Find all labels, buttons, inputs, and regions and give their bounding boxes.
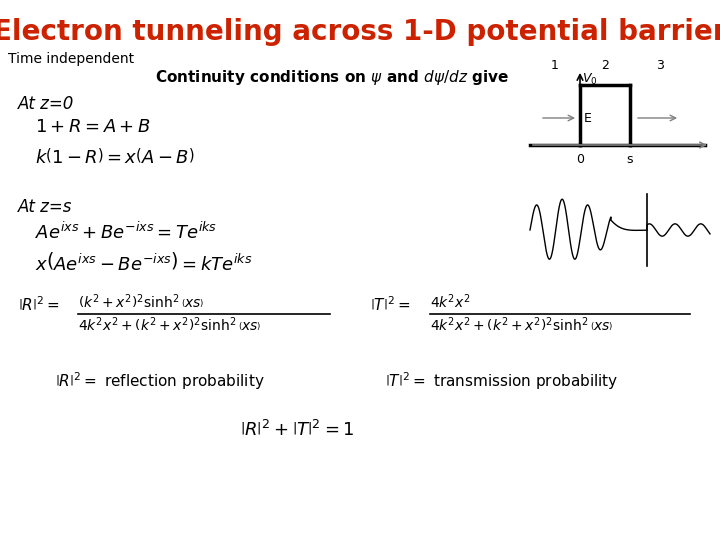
Text: $Ae^{ixs}+Be^{-ixs}=Te^{iks}$: $Ae^{ixs}+Be^{-ixs}=Te^{iks}$ bbox=[35, 222, 217, 243]
Text: 2: 2 bbox=[601, 59, 609, 72]
Text: $\left|R\right|^2=$ reflection probability: $\left|R\right|^2=$ reflection probabili… bbox=[55, 370, 265, 392]
Text: At z=0: At z=0 bbox=[18, 95, 74, 113]
Text: $V_0$: $V_0$ bbox=[582, 72, 598, 87]
Text: $\left|T\right|^2=$: $\left|T\right|^2=$ bbox=[370, 295, 410, 314]
Text: $\left|T\right|^2=$ transmission probability: $\left|T\right|^2=$ transmission probabi… bbox=[385, 370, 618, 392]
Text: $\left|R\right|^2+\left|T\right|^2=1$: $\left|R\right|^2+\left|T\right|^2=1$ bbox=[240, 420, 354, 440]
Text: Electron tunneling across 1-D potential barrier: Electron tunneling across 1-D potential … bbox=[0, 18, 720, 46]
Text: s: s bbox=[626, 153, 634, 166]
Text: $\left|R\right|^2=$: $\left|R\right|^2=$ bbox=[18, 295, 60, 314]
Text: $x\left(Ae^{ixs}-Be^{-ixs}\right)=kTe^{iks}$: $x\left(Ae^{ixs}-Be^{-ixs}\right)=kTe^{i… bbox=[35, 252, 253, 274]
Text: $4k^2x^2+\left(k^2+x^2\right)^2\sinh^2\left(xs\right)$: $4k^2x^2+\left(k^2+x^2\right)^2\sinh^2\l… bbox=[78, 315, 261, 334]
Text: $k\left(1-R\right)=x\left(A-B\right)$: $k\left(1-R\right)=x\left(A-B\right)$ bbox=[35, 148, 194, 167]
Text: E: E bbox=[584, 111, 592, 125]
Text: $4k^2x^2+\left(k^2+x^2\right)^2\sinh^2\left(xs\right)$: $4k^2x^2+\left(k^2+x^2\right)^2\sinh^2\l… bbox=[430, 315, 613, 334]
Text: 0: 0 bbox=[576, 153, 584, 166]
Text: Continuity conditions on $\psi$ and $d\psi/dz$ give: Continuity conditions on $\psi$ and $d\p… bbox=[155, 68, 509, 87]
Text: 1: 1 bbox=[551, 59, 559, 72]
Text: Time independent: Time independent bbox=[8, 52, 134, 66]
Text: At z=s: At z=s bbox=[18, 198, 73, 216]
Text: $4k^2x^2$: $4k^2x^2$ bbox=[430, 292, 471, 310]
Text: $\left(k^2+x^2\right)^2\sinh^2\left(xs\right)$: $\left(k^2+x^2\right)^2\sinh^2\left(xs\r… bbox=[78, 292, 204, 310]
Text: 3: 3 bbox=[656, 59, 664, 72]
Text: $1+R=A+B$: $1+R=A+B$ bbox=[35, 118, 150, 136]
